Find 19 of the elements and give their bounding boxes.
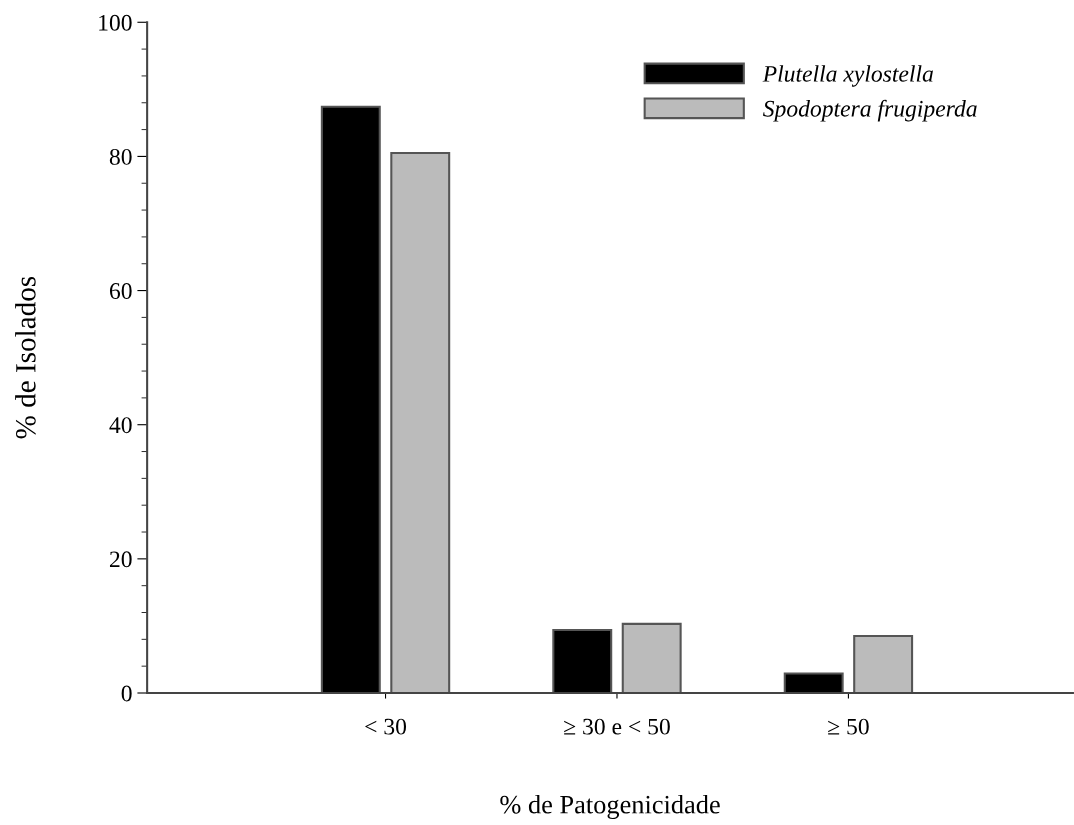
x-tick-label: ≥ 50 — [828, 718, 869, 735]
bar — [621, 622, 682, 693]
y-tick-label: 20 — [109, 551, 132, 568]
bar — [552, 628, 613, 693]
x-tick-label: < 30 — [365, 718, 407, 735]
y-tick-label: 40 — [109, 417, 132, 434]
bar — [783, 672, 844, 693]
x-axis-title: % de Patogenicidade — [500, 794, 720, 819]
y-tick-label: 100 — [99, 14, 132, 31]
y-tick-label: 0 — [121, 685, 132, 702]
legend-label: Spodoptera frugiperda — [763, 99, 977, 122]
y-axis-title: % de Isolados — [15, 276, 36, 439]
bar — [390, 152, 451, 693]
legend-label: Plutella xylostella — [762, 65, 933, 87]
y-tick-label: 60 — [109, 283, 132, 299]
bar — [320, 105, 381, 693]
bar — [853, 634, 914, 693]
x-tick-label: ≥ 30 e < 50 — [564, 718, 670, 735]
y-tick-label: 80 — [109, 148, 132, 165]
